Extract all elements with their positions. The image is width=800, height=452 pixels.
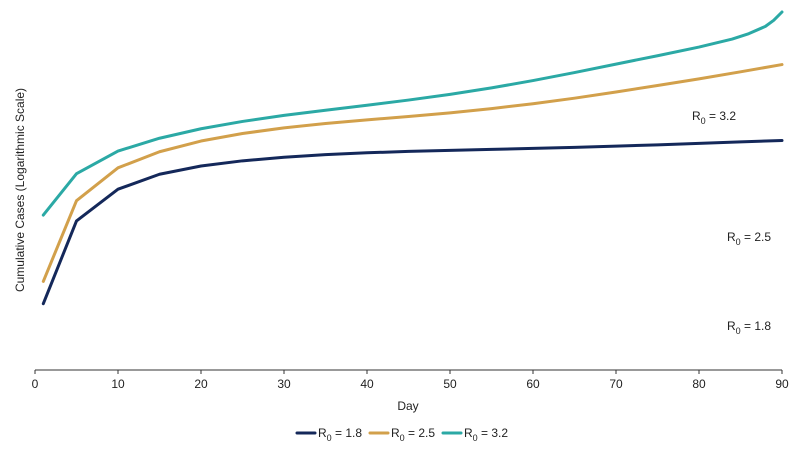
legend-label-0: R0 = 1.8 bbox=[318, 426, 362, 443]
series-annotation-2: R0 = 3.2 bbox=[692, 109, 736, 126]
series-lines bbox=[41, 10, 784, 306]
legend-label-2: R0 = 3.2 bbox=[464, 426, 508, 443]
x-tick-label: 10 bbox=[111, 377, 125, 391]
series-line-2 bbox=[41, 10, 784, 217]
axes: 0 10 20 30 40 50 60 70 80 90 bbox=[32, 369, 789, 391]
legend: R0 = 1.8 R0 = 2.5 R0 = 3.2 bbox=[295, 426, 508, 443]
x-tick-label: 60 bbox=[526, 377, 540, 391]
x-tick-label: 80 bbox=[692, 377, 706, 391]
x-tick-label: 0 bbox=[32, 377, 39, 391]
x-tick-label: 90 bbox=[775, 377, 789, 391]
series-line-0 bbox=[41, 138, 784, 306]
series-annotations: R0 = 1.8 R0 = 2.5 R0 = 3.2 bbox=[692, 109, 771, 336]
legend-label-1: R0 = 2.5 bbox=[391, 426, 435, 443]
x-tick-label: 50 bbox=[443, 377, 457, 391]
x-axis-title: Day bbox=[397, 399, 418, 413]
x-tick-label: 30 bbox=[277, 377, 291, 391]
series-annotation-0: R0 = 1.8 bbox=[727, 319, 771, 336]
y-axis-title: Cumulative Cases (Logarithmic Scale) bbox=[13, 88, 27, 292]
x-tick-label: 70 bbox=[609, 377, 623, 391]
series-annotation-1: R0 = 2.5 bbox=[727, 230, 771, 247]
x-tick-label: 20 bbox=[194, 377, 208, 391]
series-line-1 bbox=[41, 63, 784, 283]
x-tick-label: 40 bbox=[360, 377, 374, 391]
